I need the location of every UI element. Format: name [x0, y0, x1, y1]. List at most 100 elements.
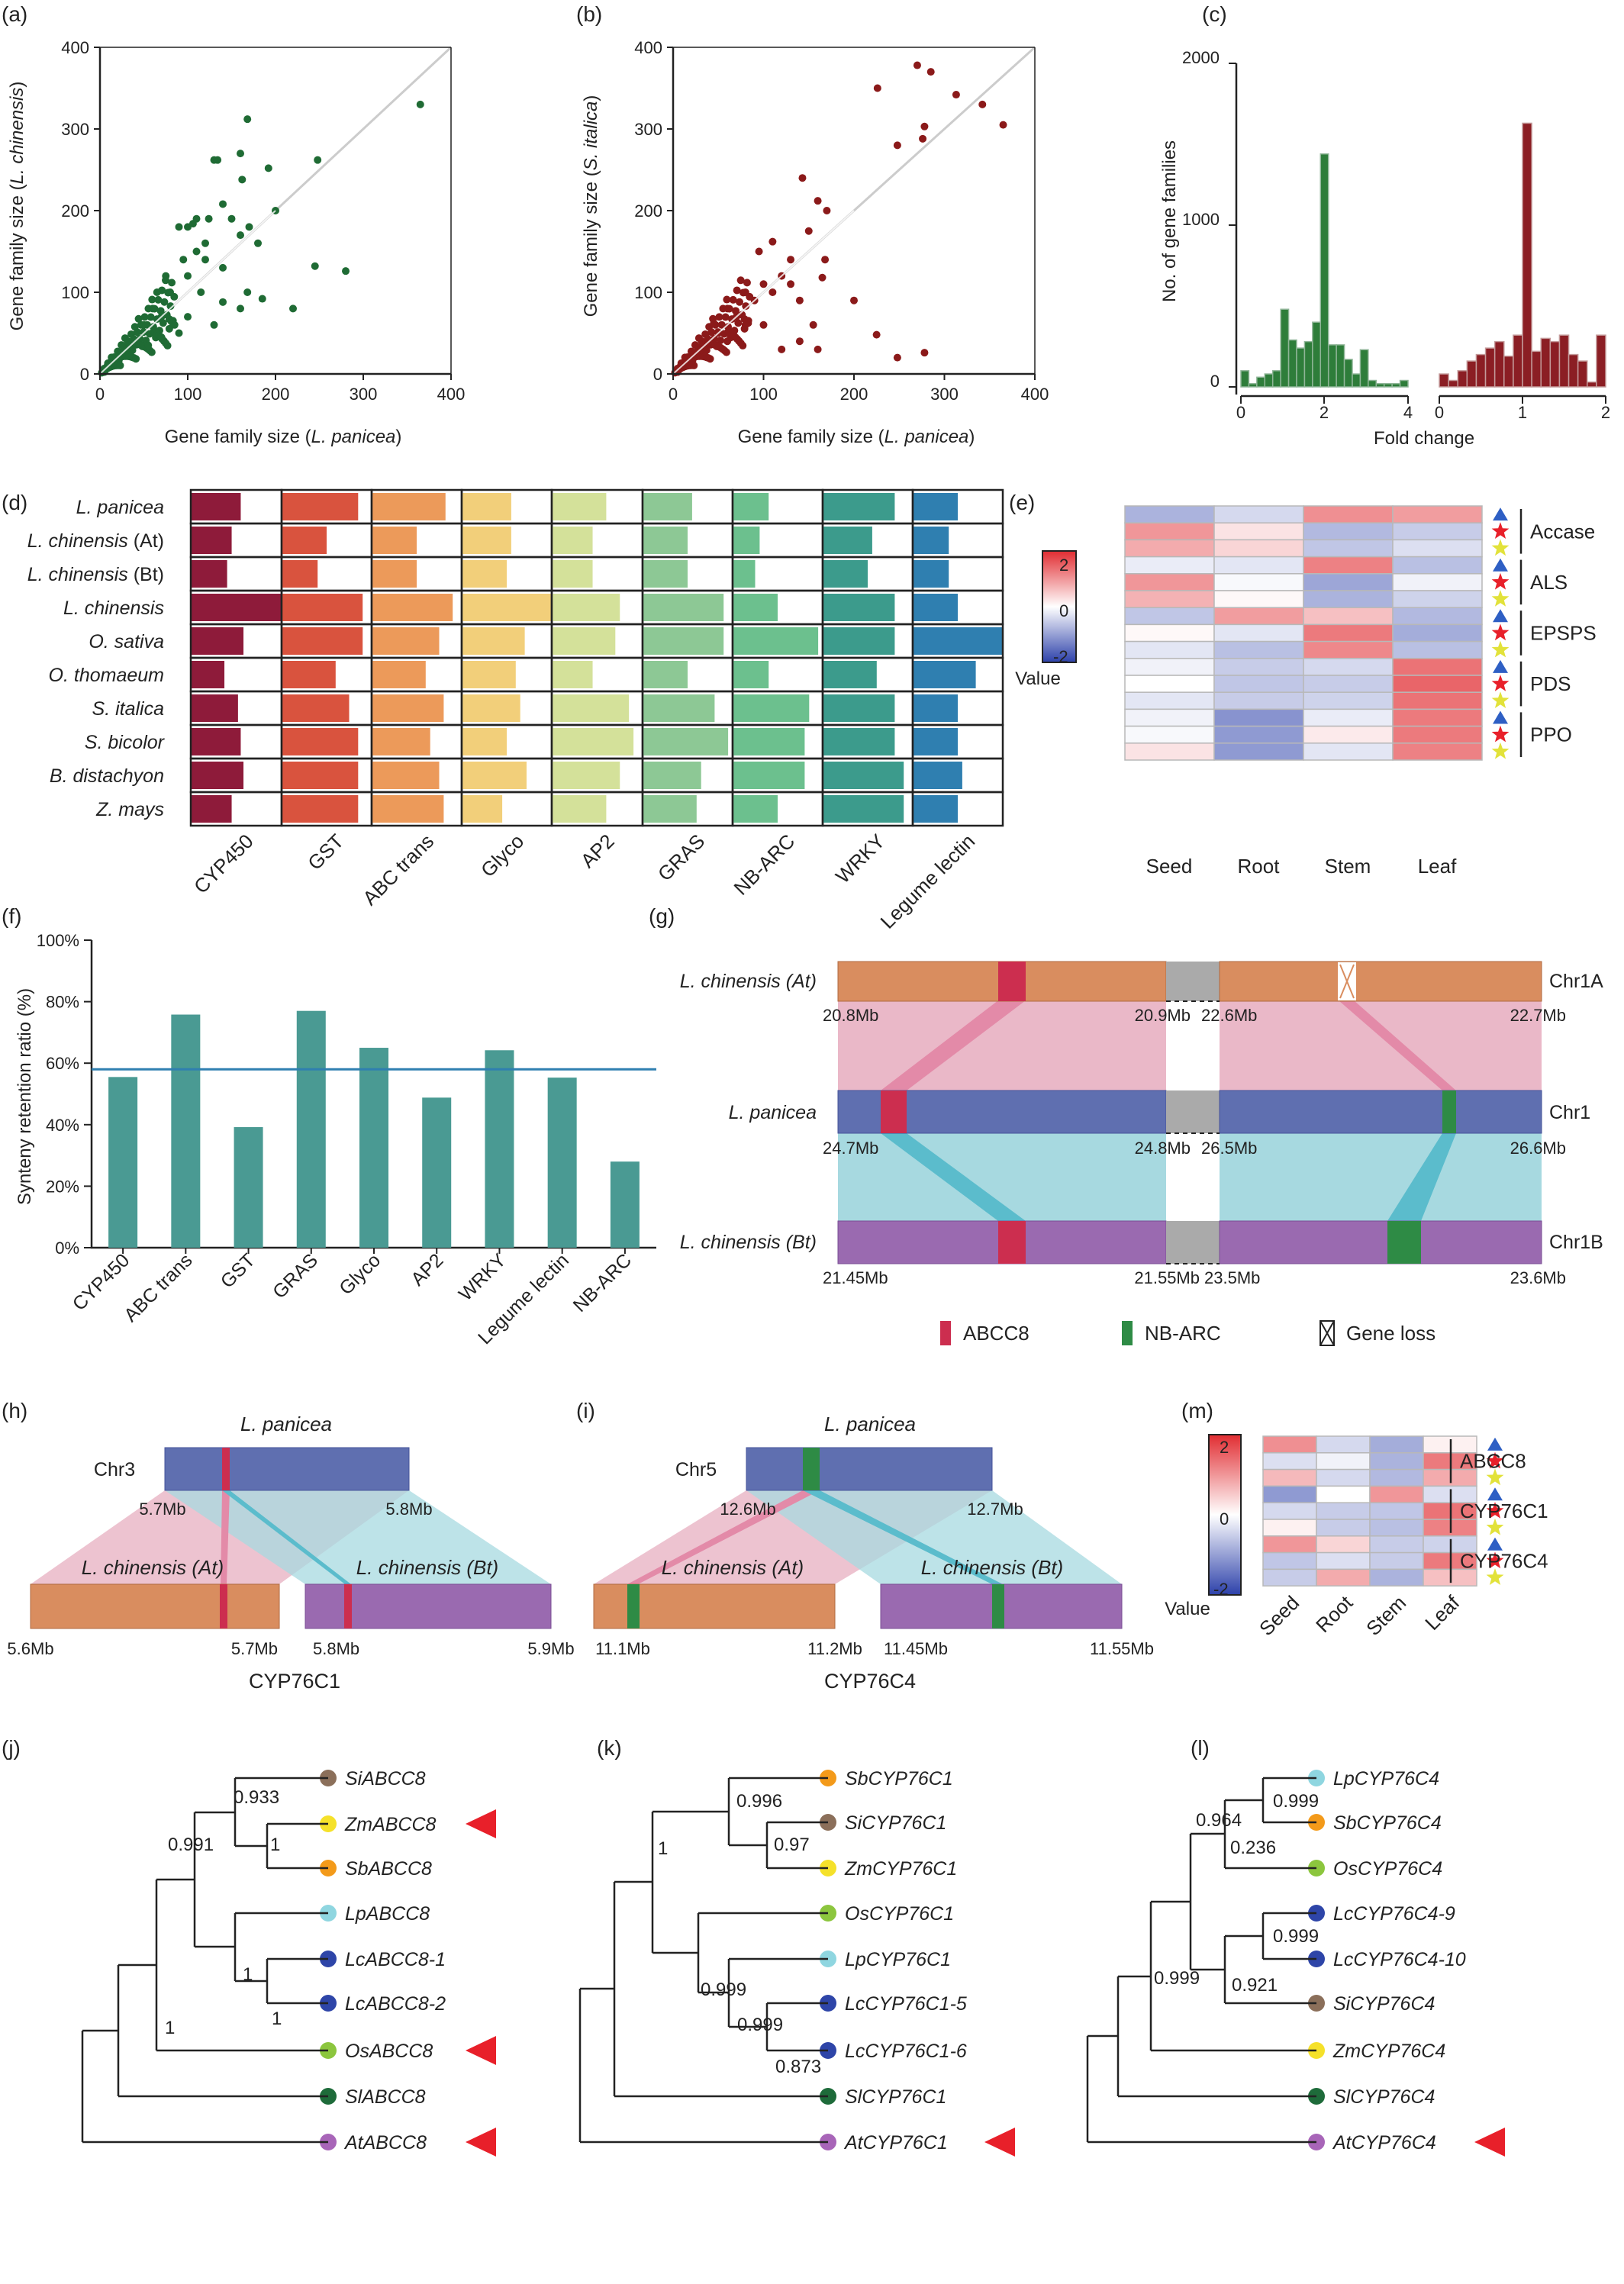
scatter-point	[289, 304, 297, 313]
proportion-bar	[552, 493, 607, 520]
color-scale-bar	[1208, 1434, 1242, 1596]
panel-d: (d) L. panicea L. chinensis (At) L. chinen…	[2, 488, 1004, 933]
leaf-label: SlCYP76C1	[845, 2086, 946, 2108]
scatter-point	[140, 328, 148, 337]
family-label: WRKY	[831, 830, 889, 888]
panel-a-ticks: 0 100 200 300 400 0 100 200 300 400	[61, 38, 465, 404]
scatter-point	[205, 214, 213, 223]
histogram-bar-green	[1368, 379, 1378, 388]
leaf-label: LpABCC8	[345, 1903, 430, 1925]
scatter-point	[920, 349, 929, 357]
proportion-bar	[913, 762, 962, 789]
scatter-point	[227, 214, 236, 223]
category-label: AP2	[407, 1249, 447, 1290]
g-row1-tick-4: 22.7Mb	[1510, 1006, 1566, 1025]
highlight-arrow-icon	[466, 2036, 496, 2065]
abcc8-gene-chr1a	[998, 962, 1026, 1001]
panel-m-legend-title: Value	[1165, 1599, 1210, 1619]
proportion-bar	[552, 762, 620, 789]
column-label: Stem	[1361, 1591, 1410, 1640]
leaf-label: ZmCYP76C1	[844, 1858, 957, 1880]
histogram-bar-red	[1587, 381, 1597, 388]
scatter-point	[237, 304, 244, 313]
heatmap-cell	[1392, 743, 1483, 761]
panel-b-plot	[671, 46, 1036, 377]
panel-c-ytick-1000: 1000	[1182, 210, 1220, 229]
histogram-bar-red	[1540, 337, 1552, 388]
support-value: 0.964	[1196, 1810, 1242, 1831]
heatmap-cell	[1392, 505, 1483, 523]
highlight-arrow-icon	[984, 2128, 1015, 2157]
heatmap-cell	[1303, 708, 1394, 727]
scatter-point	[192, 247, 201, 256]
panel-e-legend-tick-2: 2	[1059, 556, 1068, 575]
panel-e-legend-tick-0: 0	[1059, 601, 1068, 620]
x-tick-label: 100	[749, 385, 778, 404]
yellow-star-icon	[1491, 742, 1510, 759]
i-chr-label: Chr5	[675, 1459, 717, 1480]
scatter-point	[759, 280, 768, 288]
group-label: Accase	[1530, 520, 1595, 543]
category-label: WRKY	[455, 1249, 511, 1305]
leaf-label: SiCYP76C4	[1333, 1993, 1435, 2015]
support-value: 0.873	[775, 2057, 821, 2077]
h-top-tick-1: 5.7Mb	[139, 1500, 185, 1519]
heatmap-cell	[1303, 658, 1394, 676]
proportion-bar	[733, 762, 805, 789]
heatmap-cell	[1262, 1502, 1317, 1520]
proportion-bar	[823, 627, 895, 655]
leaf-label: SlABCC8	[345, 2086, 426, 2108]
heatmap-cell	[1392, 640, 1483, 659]
h-bottom-tick-4: 5.9Mb	[527, 1639, 574, 1658]
scatter-point	[144, 341, 153, 350]
nbarc-gene-chr1	[1442, 1090, 1456, 1133]
support-value: 1	[272, 2009, 282, 2029]
proportion-bar	[552, 594, 620, 621]
group-label: CYP76C4	[1460, 1550, 1548, 1573]
scatter-point	[755, 247, 763, 256]
abcc8-gene-chr1	[881, 1090, 907, 1133]
heatmap-cell	[1369, 1468, 1424, 1487]
heatmap-cell	[1262, 1485, 1317, 1503]
scatter-point	[702, 346, 710, 354]
scatter-point	[219, 298, 227, 306]
species-label: O. sativa	[89, 631, 164, 652]
species-label: L. chinensis (Bt)	[27, 564, 164, 585]
panel-c-xlabel: Fold change	[1374, 428, 1474, 449]
panel-c-xtick-l2: 2	[1320, 403, 1329, 422]
leaf-label: LcABCC8-2	[345, 1993, 446, 2015]
category-label: GST	[217, 1249, 259, 1292]
scatter-point	[238, 176, 246, 184]
heatmap-cell	[1392, 708, 1483, 727]
proportion-bar	[643, 728, 729, 755]
g-row1-tick-2: 20.9Mb	[1135, 1006, 1191, 1025]
proportion-bar	[191, 527, 232, 554]
chr1b-gap	[1166, 1221, 1220, 1264]
support-value: 0.921	[1232, 1975, 1278, 1996]
heatmap-cell	[1213, 556, 1304, 575]
panel-h-label: (h)	[2, 1399, 27, 1422]
histogram-bar-red	[1439, 373, 1449, 388]
panel-l-tree: LpCYP76C4 SbCYP76C4 OsCYP76C4 LcCYP76C4-9 Lc…	[1086, 1768, 1505, 2157]
leaf-label: LcCYP76C1-5	[845, 1993, 967, 2015]
panel-c-xtick-r1: 1	[1518, 403, 1527, 422]
scatter-point	[736, 276, 745, 285]
x-tick-label: 400	[437, 385, 466, 404]
support-value: 1	[658, 1838, 668, 1859]
retention-bar	[171, 1014, 201, 1248]
h-gene-at	[220, 1584, 227, 1628]
species-label: S. italica	[92, 698, 165, 720]
scatter-point	[710, 319, 718, 327]
panel-c-xtick-r0: 0	[1435, 403, 1444, 422]
chr1-right-segment	[1219, 1090, 1542, 1134]
heatmap-cell	[1213, 691, 1304, 710]
i-link-bt	[803, 1490, 1003, 1584]
proportion-bar	[733, 661, 769, 688]
leaf-label: LcABCC8-1	[345, 1949, 446, 1970]
heatmap-cell	[1213, 743, 1304, 761]
support-value: 1	[165, 2018, 175, 2038]
histogram-bar-green	[1399, 379, 1409, 388]
scatter-point	[166, 302, 175, 311]
y-tick-label: 300	[634, 120, 662, 139]
y-tick-label: 0%	[55, 1239, 79, 1258]
